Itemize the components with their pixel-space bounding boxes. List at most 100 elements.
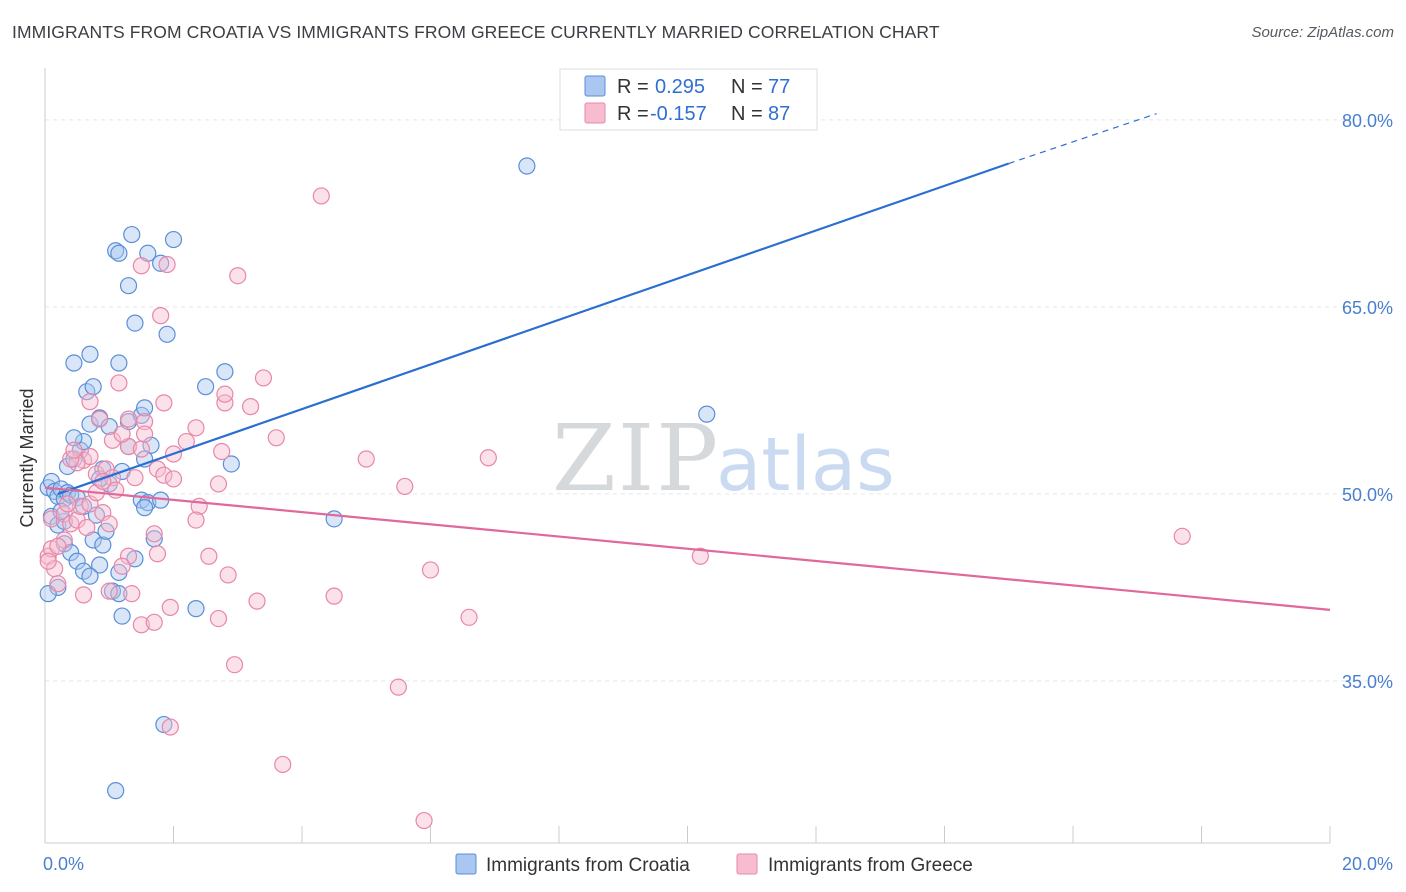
croatia-point — [119, 277, 138, 295]
greece-point — [126, 469, 144, 487]
greece-point — [225, 656, 244, 674]
legend-n-label-2: N = — [731, 103, 763, 125]
legend-swatch-greece-bottom — [736, 853, 758, 875]
trend-lines — [44, 113, 1331, 611]
greece-point — [152, 307, 170, 325]
croatia-point — [81, 567, 99, 585]
croatia-point — [65, 429, 83, 447]
greece-point — [155, 466, 173, 484]
croatia-point — [158, 325, 176, 343]
croatia-point — [81, 345, 99, 363]
greece-point — [123, 585, 141, 603]
chart-title: IMMIGRANTS FROM CROATIA VS IMMIGRANTS FR… — [12, 22, 940, 42]
y-tick-label: 65.0% — [1342, 298, 1393, 318]
y-axis-label: Currently Married — [17, 388, 37, 527]
greece-point — [103, 431, 122, 449]
greece-point — [155, 394, 173, 412]
croatia-point — [49, 578, 67, 597]
legend-swatch-greece — [584, 102, 606, 124]
greece-point — [158, 255, 176, 274]
greece-point — [110, 374, 128, 392]
legend-r-value-2: -0.157 — [650, 103, 707, 125]
greece-point — [132, 440, 150, 458]
trendline-croatia-extension — [1008, 113, 1157, 165]
greece-point — [274, 755, 292, 774]
croatia-point — [107, 782, 125, 800]
croatia-point — [325, 510, 343, 528]
greece-point — [161, 598, 179, 616]
croatia-point — [216, 363, 234, 381]
greece-point — [242, 398, 260, 416]
greece-point — [91, 410, 109, 428]
croatia-point — [110, 244, 128, 262]
legend-n-value-2: 87 — [768, 103, 790, 125]
greece-point — [479, 449, 497, 467]
greece-point — [200, 547, 218, 565]
croatia-point — [81, 415, 99, 433]
y-tick-label: 35.0% — [1342, 672, 1393, 692]
x-tick-label-max: 20.0% — [1342, 854, 1393, 874]
greece-point — [216, 385, 234, 403]
croatia-point — [68, 552, 86, 570]
croatia-point — [126, 314, 144, 332]
greece-point — [62, 450, 80, 468]
series-croatia-points — [39, 157, 716, 800]
source-label: Source: ZipAtlas.com — [1251, 24, 1394, 41]
greece-point — [49, 537, 67, 555]
correlation-legend: R = 0.295 N = 77 R = -0.157 N = 87 — [559, 68, 818, 131]
legend-r-label-2: R = — [617, 103, 649, 125]
legend-label-greece: Immigrants from Greece — [768, 855, 973, 876]
greece-point — [164, 470, 183, 488]
greece-point — [389, 678, 407, 696]
croatia-point — [698, 405, 716, 423]
croatia-point — [113, 607, 131, 625]
greece-point — [58, 495, 77, 513]
greece-point — [113, 557, 131, 575]
legend-r-value-1: 0.295 — [655, 76, 705, 98]
y-tick-label: 80.0% — [1342, 111, 1393, 131]
grid-lines — [45, 119, 1392, 682]
greece-point — [415, 811, 433, 830]
greece-point — [187, 419, 205, 437]
greece-point — [396, 477, 414, 496]
greece-point — [74, 586, 93, 604]
greece-point — [132, 257, 150, 275]
greece-point — [229, 267, 247, 285]
greece-point — [357, 450, 375, 468]
legend-n-label-1: N = — [731, 76, 763, 98]
series-greece-points — [39, 187, 1191, 830]
greece-point — [312, 187, 330, 205]
watermark-zip: ZIP — [552, 405, 720, 512]
greece-point — [213, 442, 231, 461]
croatia-point — [74, 432, 93, 451]
croatia-point — [110, 354, 128, 372]
greece-point — [148, 545, 167, 563]
legend-n-value-1: 77 — [768, 76, 790, 98]
y-tick-label: 50.0% — [1342, 485, 1393, 505]
croatia-point — [94, 536, 112, 554]
greece-point — [145, 613, 163, 631]
croatia-point — [107, 242, 125, 260]
greece-point — [100, 515, 118, 533]
greece-point — [145, 525, 163, 543]
croatia-point — [187, 600, 205, 618]
greece-point — [65, 441, 83, 459]
greece-point — [187, 511, 205, 529]
greece-point — [100, 582, 118, 600]
greece-point — [691, 547, 709, 565]
croatia-point — [222, 455, 240, 473]
croatia-point — [65, 354, 83, 372]
greece-point — [132, 616, 150, 634]
greece-point — [254, 369, 273, 387]
greece-point — [78, 518, 96, 537]
watermark-atlas: atlas — [716, 422, 895, 508]
croatia-point — [135, 499, 154, 517]
greece-point — [267, 429, 285, 447]
croatia-point — [91, 556, 109, 574]
croatia-point — [135, 399, 154, 417]
greece-point — [81, 393, 99, 411]
trendline-greece — [44, 486, 1331, 611]
greece-point — [135, 412, 154, 431]
greece-point — [135, 425, 154, 443]
